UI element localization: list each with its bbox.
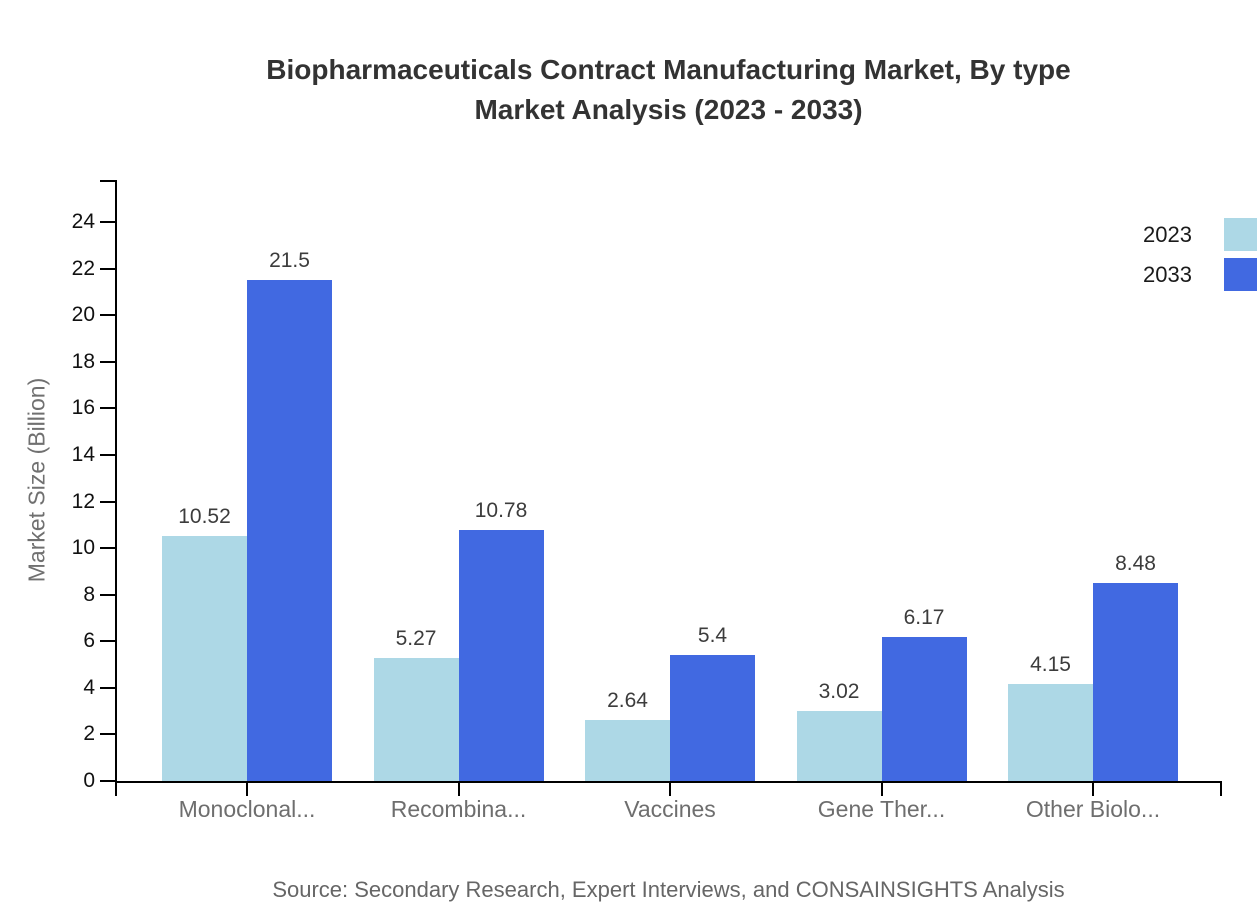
bar-value-label: 10.52 <box>178 504 231 528</box>
bar-value-label: 4.15 <box>1030 653 1071 677</box>
y-tick <box>100 547 115 550</box>
x-tick <box>1092 781 1094 796</box>
x-category-label-recombina: Recombina... <box>390 796 527 822</box>
bar-2033-vaccines <box>670 655 755 781</box>
y-tick-label: 6 <box>83 629 95 653</box>
y-tick <box>100 733 115 736</box>
source-text: Source: Secondary Research, Expert Inter… <box>272 877 1065 902</box>
x-tick <box>246 781 248 796</box>
y-tick <box>100 500 115 503</box>
bar-2033-monoclonal <box>247 280 332 781</box>
x-category-label-vaccines: Vaccines <box>624 796 716 822</box>
x-axis-right-cap <box>1220 781 1222 796</box>
bar-value-label: 5.4 <box>697 624 728 648</box>
y-tick-label: 24 <box>71 210 95 233</box>
x-axis-left-cap <box>115 781 117 796</box>
x-category-label-monoclonal: Monoclonal... <box>178 796 316 822</box>
bar-2023-monoclonal <box>162 535 247 781</box>
y-tick <box>100 640 115 643</box>
y-tick-label: 22 <box>71 256 95 280</box>
y-tick <box>100 360 115 363</box>
legend-label-2033: 2033 <box>1143 261 1192 287</box>
x-tick <box>880 781 883 796</box>
bar-value-label: 2.64 <box>607 688 648 712</box>
bar-2033-other-biolo <box>1093 583 1178 781</box>
y-tick-label: 16 <box>71 396 95 420</box>
legend-item-2033: 2033 <box>1143 258 1257 291</box>
chart-title: Biopharmaceuticals Contract Manufacturin… <box>115 50 1222 130</box>
chart-title-line1: Biopharmaceuticals Contract Manufacturin… <box>266 54 1071 85</box>
y-axis-line <box>115 180 117 783</box>
legend: 2023 2033 <box>1143 218 1257 298</box>
y-tick-label: 0 <box>83 769 95 792</box>
y-tick-label: 8 <box>83 582 95 606</box>
y-tick-label: 20 <box>71 303 95 327</box>
y-tick-label: 14 <box>71 442 95 466</box>
y-tick <box>100 407 115 410</box>
chart-title-line2: Market Analysis (2023 - 2033) <box>474 94 863 125</box>
bar-value-label: 5.27 <box>395 627 437 651</box>
bar-2033-recombina <box>458 529 544 781</box>
y-tick-label: 4 <box>83 675 95 699</box>
y-tick <box>100 221 115 223</box>
bar-2033-gene-ther <box>881 637 967 781</box>
y-tick-label: 10 <box>71 536 95 560</box>
legend-swatch-2033 <box>1224 258 1257 291</box>
y-tick <box>100 453 115 456</box>
bar-2023-recombina <box>373 658 459 781</box>
x-category-label-gene-ther: Gene Ther... <box>817 796 946 822</box>
bar-value-label: 8.48 <box>1115 552 1156 576</box>
y-tick <box>100 780 115 782</box>
legend-item-2023: 2023 <box>1143 218 1257 251</box>
bar-value-label: 3.02 <box>818 679 860 703</box>
y-axis-top-cap <box>100 180 115 182</box>
y-tick-label: 12 <box>71 489 95 513</box>
x-tick <box>669 781 671 796</box>
bar-2023-other-biolo <box>1008 684 1093 781</box>
y-tick <box>100 593 115 596</box>
legend-swatch-2023 <box>1224 218 1257 251</box>
y-tick <box>100 314 115 317</box>
bar-value-label: 21.5 <box>269 249 310 273</box>
x-axis-line <box>115 781 1222 783</box>
y-tick-label: 18 <box>71 349 95 373</box>
legend-label-2023: 2023 <box>1143 221 1192 247</box>
y-tick <box>100 686 115 689</box>
x-category-label-other-biolo: Other Biolo... <box>1025 796 1161 822</box>
bar-2023-vaccines <box>585 719 670 781</box>
y-tick <box>100 267 115 270</box>
bar-value-label: 10.78 <box>474 498 528 522</box>
bar-2023-gene-ther <box>796 710 882 781</box>
bar-value-label: 6.17 <box>903 606 945 630</box>
y-tick-label: 2 <box>83 722 95 746</box>
x-tick <box>457 781 460 796</box>
